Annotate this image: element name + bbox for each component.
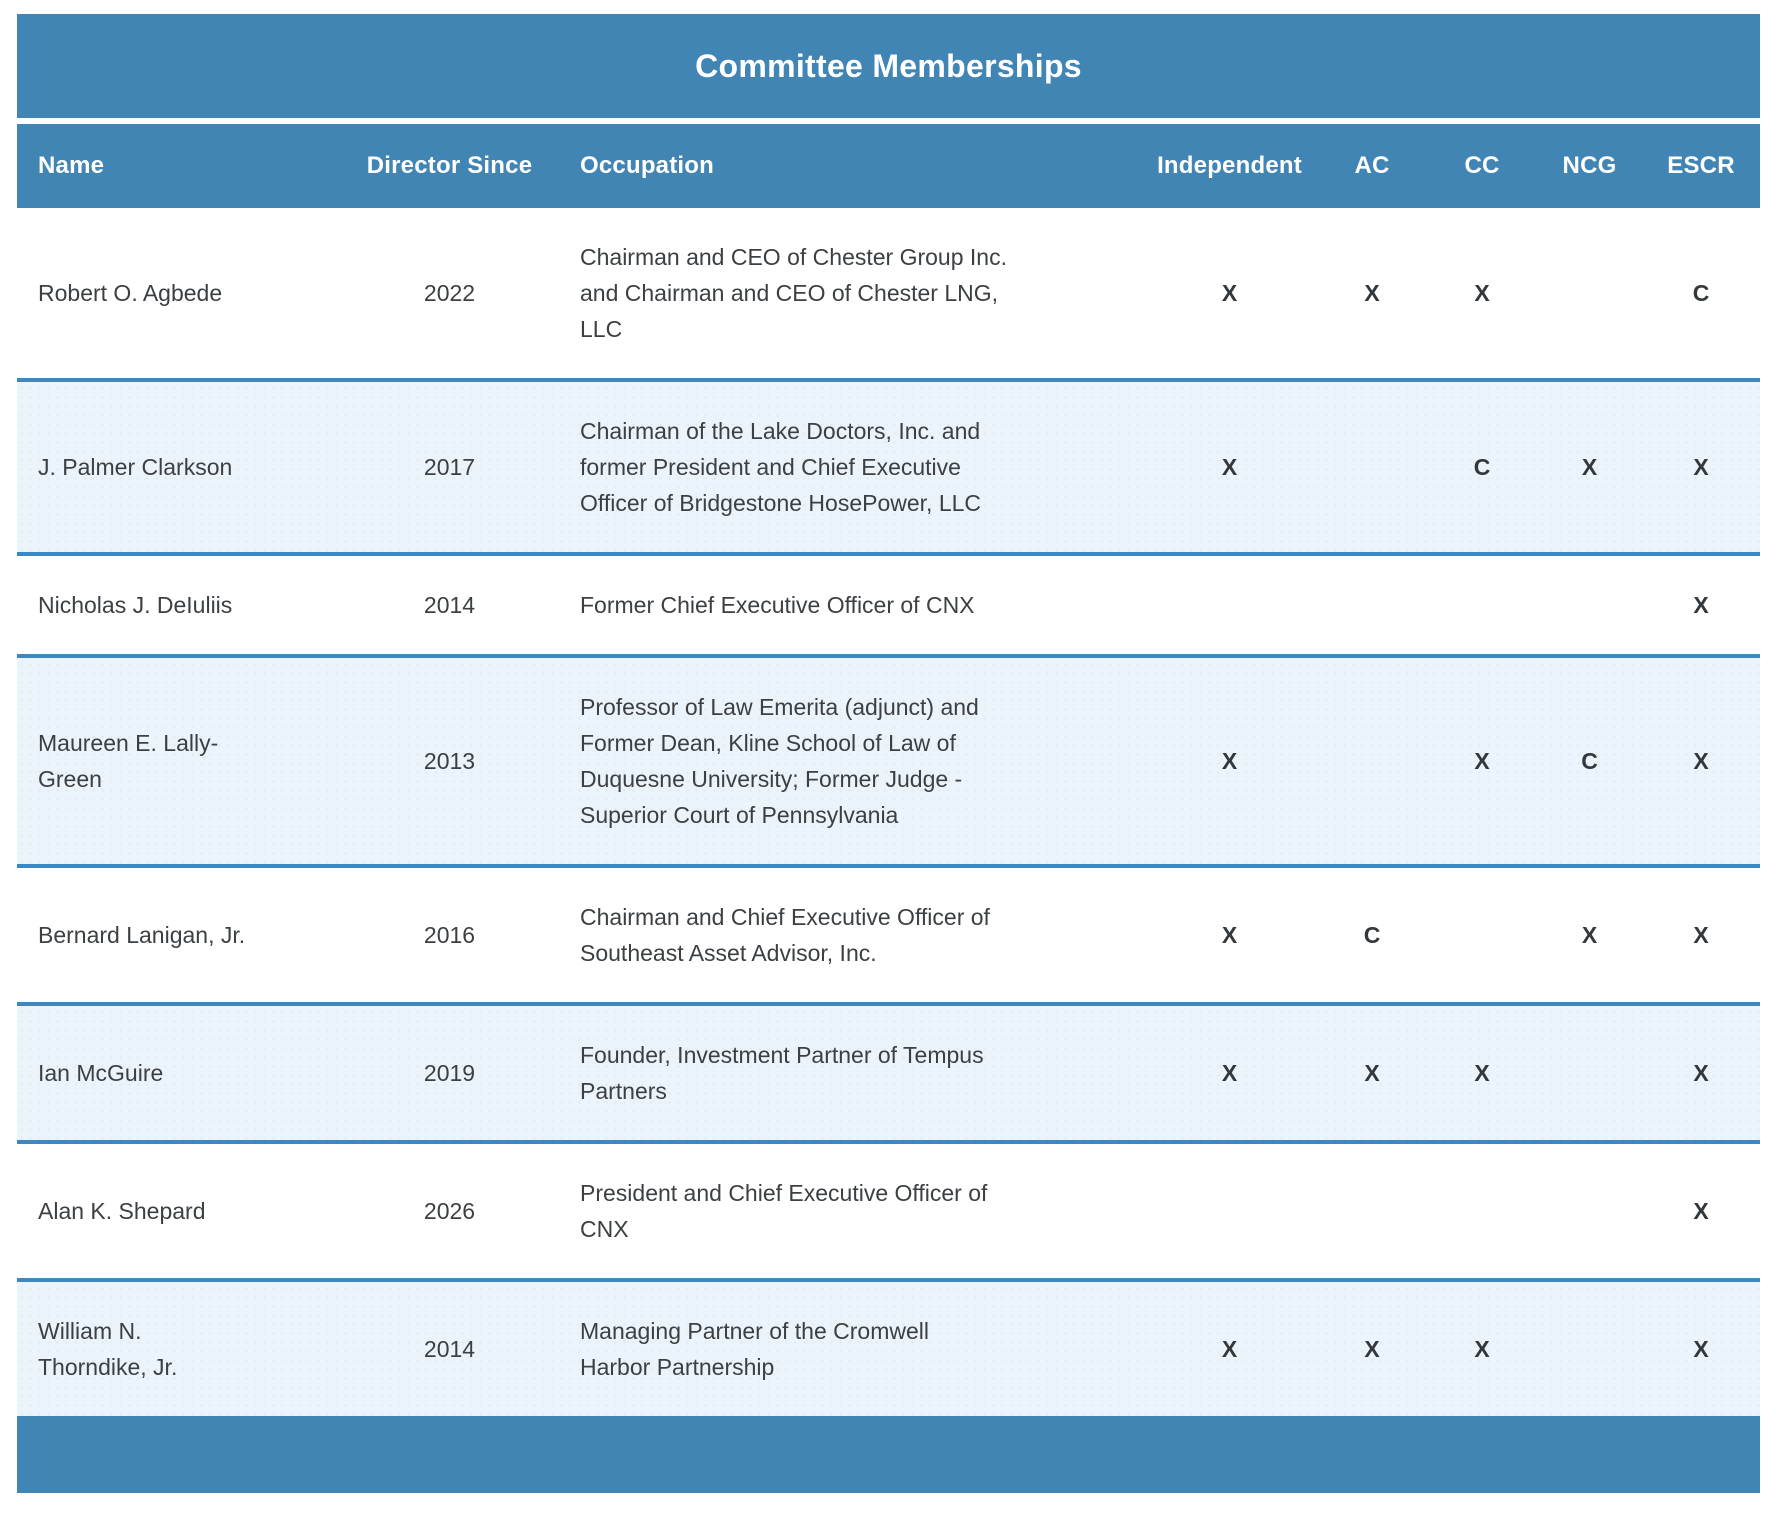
cell-escr: X — [1693, 1336, 1709, 1362]
table-body: Robert O. Agbede 2022 Chairman and CEO of … — [17, 208, 1760, 1416]
cell-ncg — [1537, 208, 1642, 380]
cell-ncg — [1537, 1142, 1642, 1280]
cell-name: William N. Thorndike, Jr. — [38, 1318, 178, 1380]
cell-occupation: Chairman and CEO of Chester Group Inc. a… — [580, 244, 1007, 342]
cell-name: Robert O. Agbede — [38, 280, 223, 306]
cell-ac: C — [1363, 922, 1381, 948]
cell-independent: X — [1221, 454, 1238, 480]
cell-name: Maureen E. Lally- Green — [38, 730, 219, 792]
table-header-row: Name Director Since Occupation Independe… — [17, 124, 1760, 208]
cell-occupation: Founder, Investment Partner of Tempus Pa… — [580, 1042, 984, 1104]
cell-name: Ian McGuire — [38, 1060, 164, 1086]
cell-director-since: 2022 — [423, 280, 476, 306]
column-header-ac: AC — [1317, 124, 1427, 208]
cell-escr: X — [1693, 748, 1709, 774]
cell-director-since: 2014 — [423, 592, 476, 618]
cell-ncg — [1537, 1280, 1642, 1416]
table-footer-bar — [17, 1416, 1760, 1493]
cell-ac: X — [1364, 1336, 1380, 1362]
cell-occupation: Managing Partner of the Cromwell Harbor … — [580, 1318, 929, 1380]
cell-escr: X — [1693, 454, 1709, 480]
cell-ac — [1317, 656, 1427, 866]
cell-independent: X — [1221, 280, 1238, 306]
column-header-ncg: NCG — [1537, 124, 1642, 208]
table-row: Ian McGuire 2019 Founder, Investment Partn… — [17, 1004, 1760, 1142]
cell-ac: X — [1364, 1060, 1380, 1086]
cell-escr: C — [1692, 280, 1710, 306]
table-title: Committee Memberships — [17, 14, 1760, 118]
cell-occupation: Chairman of the Lake Doctors, Inc. and f… — [580, 418, 982, 516]
cell-ac — [1317, 554, 1427, 656]
cell-independent: X — [1221, 748, 1238, 774]
table-row: William N. Thorndike, Jr. 2014 Managing Pa… — [17, 1280, 1760, 1416]
table-row: Nicholas J. DeIuliis 2014 Former Chief Exe… — [17, 554, 1760, 656]
cell-name: J. Palmer Clarkson — [38, 454, 233, 480]
cell-ac — [1317, 1142, 1427, 1280]
cell-independent — [1142, 554, 1317, 656]
column-header-cc: CC — [1427, 124, 1537, 208]
cell-cc: X — [1474, 1060, 1490, 1086]
cell-occupation: Former Chief Executive Officer of CNX — [580, 592, 975, 618]
cell-cc: X — [1474, 1336, 1490, 1362]
cell-independent: X — [1221, 1336, 1238, 1362]
cell-ac: X — [1364, 280, 1380, 306]
cell-director-since: 2026 — [423, 1198, 476, 1224]
cell-ncg — [1537, 1004, 1642, 1142]
cell-ncg: C — [1581, 748, 1598, 774]
cell-occupation: President and Chief Executive Officer of… — [580, 1180, 988, 1242]
cell-independent — [1142, 1142, 1317, 1280]
cell-name: Nicholas J. DeIuliis — [38, 592, 233, 618]
cell-independent: X — [1221, 922, 1238, 948]
cell-ncg: X — [1581, 454, 1598, 480]
cell-occupation: Professor of Law Emerita (adjunct) and F… — [580, 694, 979, 828]
cell-ncg — [1537, 554, 1642, 656]
cell-director-since: 2019 — [423, 1060, 476, 1086]
cell-director-since: 2013 — [423, 748, 476, 774]
table-row: Robert O. Agbede 2022 Chairman and CEO of … — [17, 208, 1760, 380]
cell-independent: X — [1221, 1060, 1238, 1086]
column-header-occupation: Occupation — [547, 124, 1142, 208]
cell-cc: X — [1474, 280, 1490, 306]
committee-memberships-table: Name Director Since Occupation Independe… — [17, 124, 1760, 1416]
column-header-independent: Independent — [1142, 124, 1317, 208]
cell-cc — [1427, 866, 1537, 1004]
table-row: Maureen E. Lally- Green 2013 Professor of … — [17, 656, 1760, 866]
cell-director-since: 2016 — [423, 922, 476, 948]
column-header-name: Name — [17, 124, 352, 208]
column-header-director-since: Director Since — [352, 124, 547, 208]
cell-escr: X — [1693, 1060, 1709, 1086]
cell-director-since: 2014 — [423, 1336, 476, 1362]
cell-cc — [1427, 1142, 1537, 1280]
cell-director-since: 2017 — [423, 454, 476, 480]
cell-escr: X — [1693, 592, 1709, 618]
cell-escr: X — [1693, 1198, 1709, 1224]
cell-cc: X — [1474, 748, 1490, 774]
table-row: J. Palmer Clarkson 2017 Chairman of the La… — [17, 380, 1760, 554]
cell-cc: C — [1473, 454, 1491, 480]
table-row: Bernard Lanigan, Jr. 2016 Chairman and Chi… — [17, 866, 1760, 1004]
cell-ac — [1317, 380, 1427, 554]
cell-name: Alan K. Shepard — [38, 1198, 206, 1224]
cell-ncg: X — [1581, 922, 1598, 948]
table-row: Alan K. Shepard 2026 President and Chief E… — [17, 1142, 1760, 1280]
cell-name: Bernard Lanigan, Jr. — [38, 922, 246, 948]
cell-escr: X — [1693, 922, 1709, 948]
cell-occupation: Chairman and Chief Executive Officer of … — [580, 904, 990, 966]
committee-memberships-card: Committee Memberships Name Director Sinc… — [17, 14, 1760, 1493]
column-header-escr: ESCR — [1642, 124, 1760, 208]
cell-cc — [1427, 554, 1537, 656]
